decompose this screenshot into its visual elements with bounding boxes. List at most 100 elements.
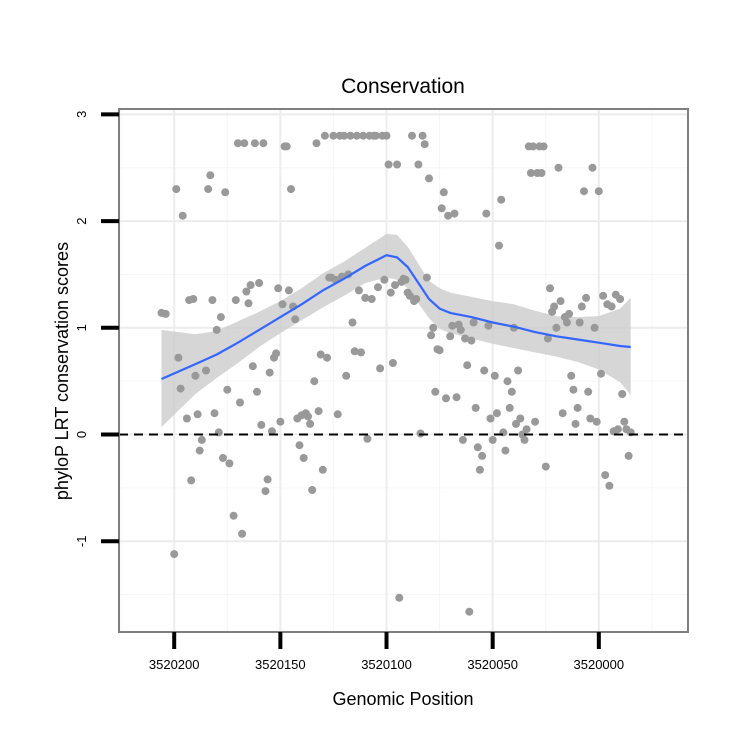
data-point <box>291 315 300 324</box>
smooth-line <box>161 254 631 381</box>
data-point <box>529 142 537 151</box>
data-point <box>597 369 605 378</box>
data-point <box>276 417 285 426</box>
data-point <box>558 409 567 418</box>
data-point <box>388 359 397 367</box>
data-point <box>556 297 565 306</box>
data-point <box>240 139 249 148</box>
data-point <box>505 403 514 412</box>
data-point <box>210 409 219 418</box>
data-point <box>395 593 404 602</box>
x-axis-title: Genomic Position <box>332 689 473 709</box>
data-point <box>223 385 232 394</box>
data-point <box>418 131 427 140</box>
data-point <box>584 387 593 396</box>
data-point <box>507 387 516 396</box>
data-point <box>620 417 629 426</box>
data-point <box>246 281 255 290</box>
data-point <box>170 550 179 559</box>
data-point <box>310 377 319 386</box>
data-point <box>607 302 616 311</box>
data-point <box>554 163 563 172</box>
data-point <box>391 281 399 290</box>
data-point <box>526 169 535 177</box>
data-point <box>565 309 574 318</box>
data-point <box>575 318 584 327</box>
data-point <box>569 385 578 394</box>
data-point <box>380 275 389 284</box>
data-point <box>371 131 380 140</box>
data-point <box>605 481 614 490</box>
y-axis-title: phyloP LRT conservation scores <box>52 242 72 500</box>
data-point <box>550 302 559 311</box>
data-point <box>314 407 323 416</box>
loess-curve <box>161 254 631 381</box>
data-point <box>497 195 506 204</box>
data-point <box>187 476 196 485</box>
data-point <box>348 318 357 327</box>
y-tick-label: 1 <box>74 324 89 331</box>
data-point <box>458 435 467 444</box>
data-point <box>238 529 247 538</box>
data-point <box>219 454 227 462</box>
data-point <box>393 160 402 169</box>
data-point <box>189 295 198 303</box>
data-point <box>442 394 450 403</box>
data-point <box>484 321 493 330</box>
data-point <box>514 366 523 375</box>
data-point <box>613 425 622 434</box>
data-point <box>541 462 550 471</box>
data-point <box>486 414 495 423</box>
data-point <box>161 309 170 318</box>
data-point <box>599 291 608 300</box>
data-point <box>316 350 325 359</box>
data-point <box>242 287 251 296</box>
data-point <box>323 353 332 362</box>
data-point <box>244 299 253 308</box>
x-tick-label: 3520050 <box>467 657 518 672</box>
data-point <box>431 387 440 396</box>
data-point <box>580 187 588 196</box>
y-tick-label: 0 <box>74 431 89 438</box>
data-point <box>475 465 484 474</box>
y-tick-label: 2 <box>74 217 89 224</box>
data-point <box>212 325 221 334</box>
data-point <box>448 321 457 330</box>
data-point <box>253 387 261 396</box>
data-point <box>221 188 230 197</box>
x-tick-label: 3520100 <box>361 657 412 672</box>
data-point <box>480 366 489 375</box>
data-point <box>501 446 510 455</box>
data-point <box>257 420 266 429</box>
plot-panel-border <box>118 108 689 633</box>
data-point <box>174 353 183 362</box>
data-point <box>539 142 548 151</box>
data-point <box>263 475 272 484</box>
data-point <box>594 187 603 196</box>
data-point <box>191 371 200 380</box>
data-point <box>274 284 283 293</box>
data-point <box>304 412 312 421</box>
data-point <box>520 435 529 444</box>
data-point <box>552 323 561 332</box>
data-point <box>233 139 242 148</box>
data-point <box>567 371 576 380</box>
data-point <box>435 346 444 355</box>
data-point <box>197 435 206 444</box>
data-point <box>573 403 582 412</box>
data-point <box>571 419 580 428</box>
data-point <box>236 398 244 407</box>
data-point <box>439 188 448 197</box>
data-point <box>231 296 240 305</box>
data-point <box>456 325 465 334</box>
data-point <box>340 131 349 140</box>
data-point <box>346 131 355 140</box>
data-point <box>342 371 351 380</box>
data-point <box>473 443 482 452</box>
data-point <box>461 334 470 343</box>
confidence-ribbon <box>161 233 631 428</box>
data-point <box>546 284 554 293</box>
data-point <box>248 362 257 371</box>
data-point <box>329 131 338 140</box>
data-point <box>437 204 446 213</box>
